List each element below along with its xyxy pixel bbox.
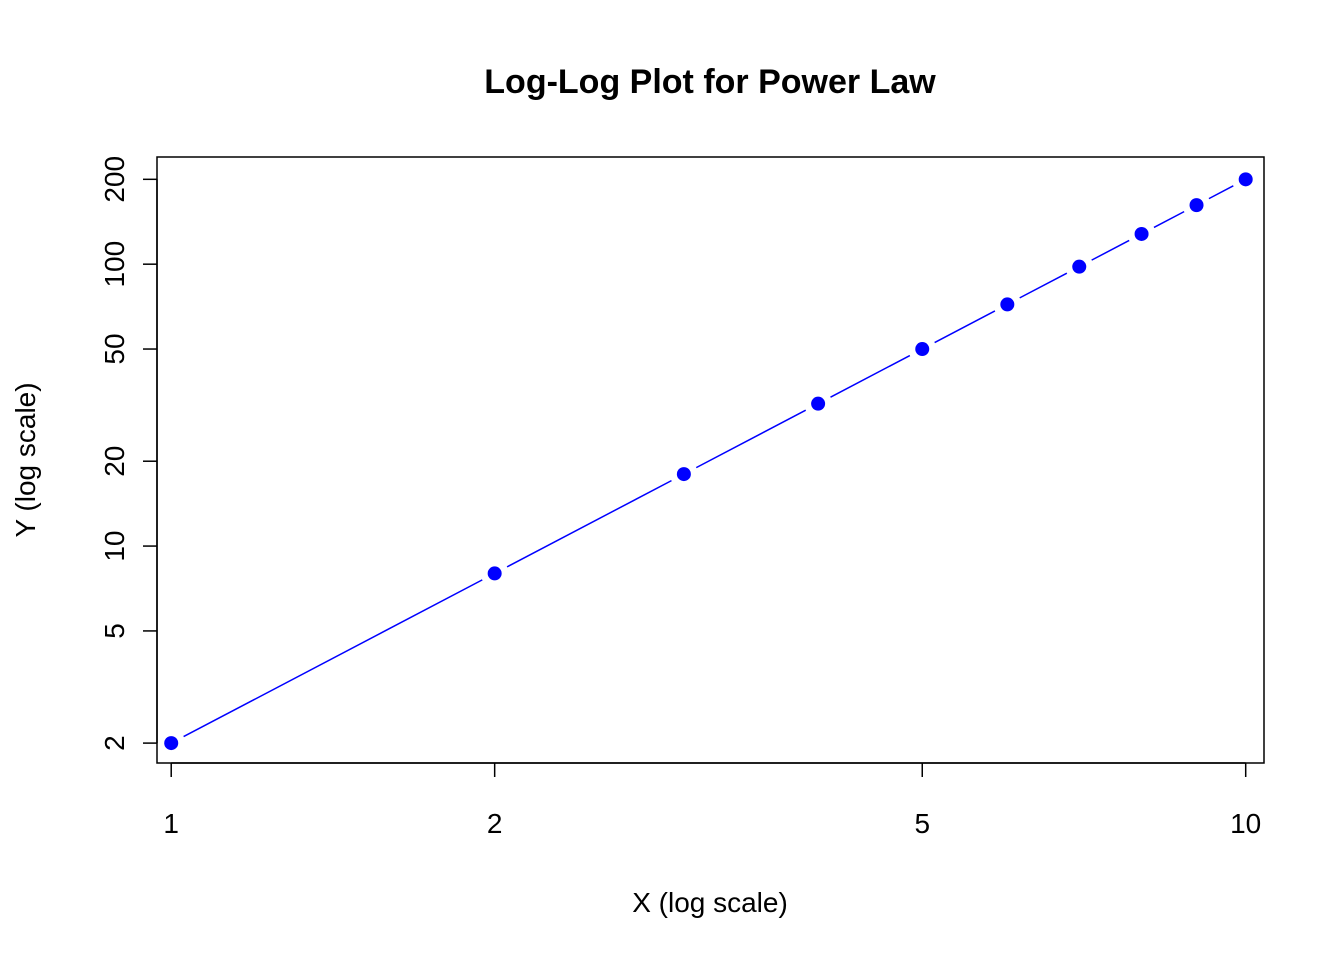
data-point — [676, 467, 691, 482]
data-point — [1000, 297, 1015, 312]
x-tick-label: 2 — [487, 808, 503, 839]
series-line-segment — [830, 354, 911, 398]
y-tick-label: 100 — [99, 241, 130, 288]
series-line-segment — [1208, 185, 1234, 200]
y-tick-label: 200 — [99, 156, 130, 203]
x-tick-label: 10 — [1230, 808, 1261, 839]
data-point — [1134, 226, 1149, 241]
chart-title: Log-Log Plot for Power Law — [484, 63, 936, 101]
x-axis-label: X (log scale) — [632, 887, 788, 918]
y-axis: 2 5 10 20 50 100 200 — [99, 156, 158, 751]
y-tick-label: 10 — [99, 530, 130, 561]
y-tick-label: 5 — [99, 623, 130, 639]
series-line-segment — [934, 310, 996, 344]
series-line-segment — [1019, 272, 1068, 299]
y-tick-label: 50 — [99, 333, 130, 364]
data-point — [1072, 259, 1087, 274]
y-tick-label: 20 — [99, 446, 130, 477]
series-line-segment — [506, 479, 672, 568]
x-axis: 1 2 5 10 — [163, 762, 1261, 839]
series-line-segment — [183, 579, 483, 738]
series-line-segment — [1091, 239, 1130, 261]
data-point — [811, 396, 826, 411]
data-point — [164, 736, 179, 751]
y-axis-label: Y (log scale) — [10, 382, 41, 537]
series-line-segment — [1153, 210, 1185, 229]
data-point — [1189, 198, 1204, 213]
data-point — [1238, 172, 1253, 187]
x-tick-label: 1 — [163, 808, 179, 839]
x-tick-label: 5 — [914, 808, 930, 839]
data-point — [915, 342, 930, 357]
y-tick-label: 2 — [99, 735, 130, 751]
data-points — [164, 172, 1253, 751]
data-point — [487, 566, 502, 581]
series-line — [183, 185, 1234, 738]
series-line-segment — [695, 409, 807, 469]
